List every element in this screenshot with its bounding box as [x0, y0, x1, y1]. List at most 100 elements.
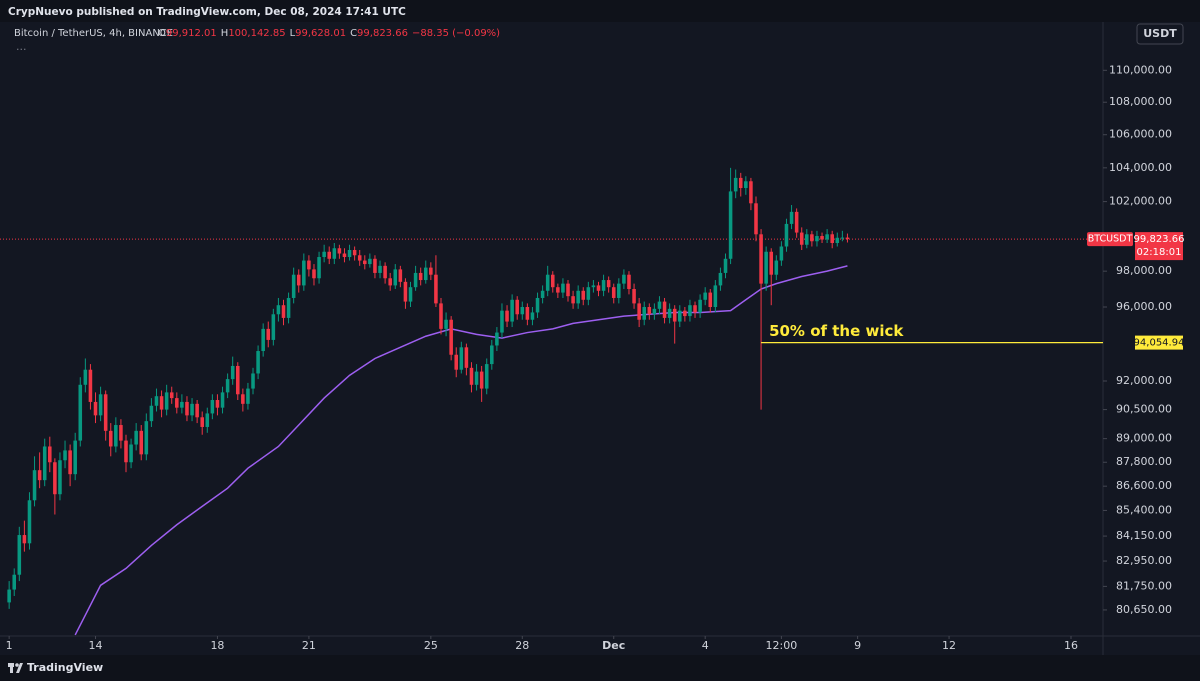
candle-body [510, 299, 514, 322]
candle-body [525, 307, 530, 320]
candle-body [500, 310, 504, 333]
candle-body [139, 430, 144, 455]
candle-body [307, 260, 311, 270]
y-tick-label: 85,400.00 [1116, 503, 1172, 516]
candle-body [459, 347, 464, 370]
candle-body [378, 265, 382, 273]
x-tick-label: 4 [702, 639, 709, 652]
candle-body [439, 303, 443, 329]
candle-body [540, 290, 545, 298]
candle-body [490, 345, 494, 365]
candle-body [393, 269, 398, 286]
last-price-box [1135, 232, 1183, 261]
x-tick-label: 12:00 [766, 639, 798, 652]
candle-body [515, 299, 519, 315]
candle-body [398, 269, 403, 282]
candle-body [840, 237, 845, 239]
candle-body [388, 278, 392, 286]
candle-body [464, 347, 469, 368]
candle-body [281, 305, 286, 318]
x-tick-label: 12 [942, 639, 956, 652]
y-tick-label: 102,000.00 [1109, 195, 1172, 208]
candle-body [119, 425, 123, 441]
candle-body [149, 405, 154, 422]
candle-body [535, 297, 540, 313]
candle-body [108, 430, 113, 447]
x-tick-label: 21 [302, 639, 316, 652]
y-tick-label: 104,000.00 [1109, 161, 1172, 174]
candle-body [556, 287, 560, 293]
candle-body [794, 211, 799, 233]
candle-body [484, 364, 489, 389]
candle-body [764, 251, 768, 284]
countdown: 02:18:01 [1137, 247, 1182, 258]
x-tick-label: Dec [602, 639, 625, 652]
candle-body [581, 290, 586, 300]
ohlc-label: C [350, 28, 357, 39]
candle-body [713, 285, 718, 308]
candle-body [7, 589, 11, 603]
y-tick-label: 110,000.00 [1109, 63, 1172, 76]
y-tick-label: 90,500.00 [1116, 403, 1172, 416]
candle-body [12, 574, 17, 590]
candle-body [78, 384, 83, 441]
candle-body [545, 274, 550, 291]
candle-body [550, 274, 555, 288]
candle-body [805, 234, 809, 245]
candle-body [759, 234, 763, 284]
candle-body [175, 398, 179, 408]
currency[interactable]: USDT [1143, 27, 1177, 40]
candle-body [784, 223, 789, 247]
header-bar [0, 0, 1200, 22]
ohlc-label: O [158, 28, 166, 39]
y-tick-label: 108,000.00 [1109, 95, 1172, 108]
candle-body [566, 283, 570, 297]
candle-body [357, 255, 362, 261]
level-label: 94,054.94 [1134, 338, 1185, 349]
candle-body [17, 535, 22, 575]
level-label-box [1135, 335, 1183, 350]
candle-body [754, 203, 758, 235]
x-tick-label: 1 [6, 639, 13, 652]
candle-body [347, 249, 352, 258]
candle-body [835, 237, 840, 244]
candle-body [601, 280, 606, 291]
candle-body [261, 328, 265, 352]
candle-body [413, 272, 418, 288]
moving-average [74, 265, 848, 636]
candle-body [688, 305, 692, 317]
candle-body [403, 281, 408, 302]
candle-body [774, 260, 779, 275]
candle-body [647, 307, 652, 315]
y-tick-label: 89,000.00 [1116, 432, 1172, 445]
candle-body [495, 332, 499, 346]
candle-body [185, 401, 189, 416]
candle-body [678, 310, 682, 322]
candle-body [195, 403, 199, 418]
candle-body [32, 470, 37, 501]
candle-body [596, 285, 601, 291]
candle-body [698, 299, 702, 313]
candle-body [205, 413, 210, 427]
y-tick-label: 80,650.00 [1116, 603, 1172, 616]
candle-body [617, 283, 621, 298]
candle-body [683, 310, 687, 317]
candle-body [449, 319, 453, 355]
candle-body [22, 535, 27, 544]
candle-body [53, 462, 57, 495]
candle-body [327, 251, 332, 259]
candle-body [652, 308, 657, 315]
candle-body [73, 440, 77, 475]
candle-body [479, 371, 484, 389]
y-tick-label: 81,750.00 [1116, 579, 1172, 592]
candle-body [332, 248, 337, 259]
candle-body [225, 379, 230, 393]
currency-button[interactable] [1136, 23, 1184, 45]
ohlc-value: 99,628.01 [295, 28, 346, 39]
candle-body [159, 396, 164, 410]
candle-body [586, 287, 591, 300]
candle-body [93, 401, 98, 416]
x-tick-label: 25 [424, 639, 438, 652]
y-tick-label: 106,000.00 [1109, 128, 1172, 141]
